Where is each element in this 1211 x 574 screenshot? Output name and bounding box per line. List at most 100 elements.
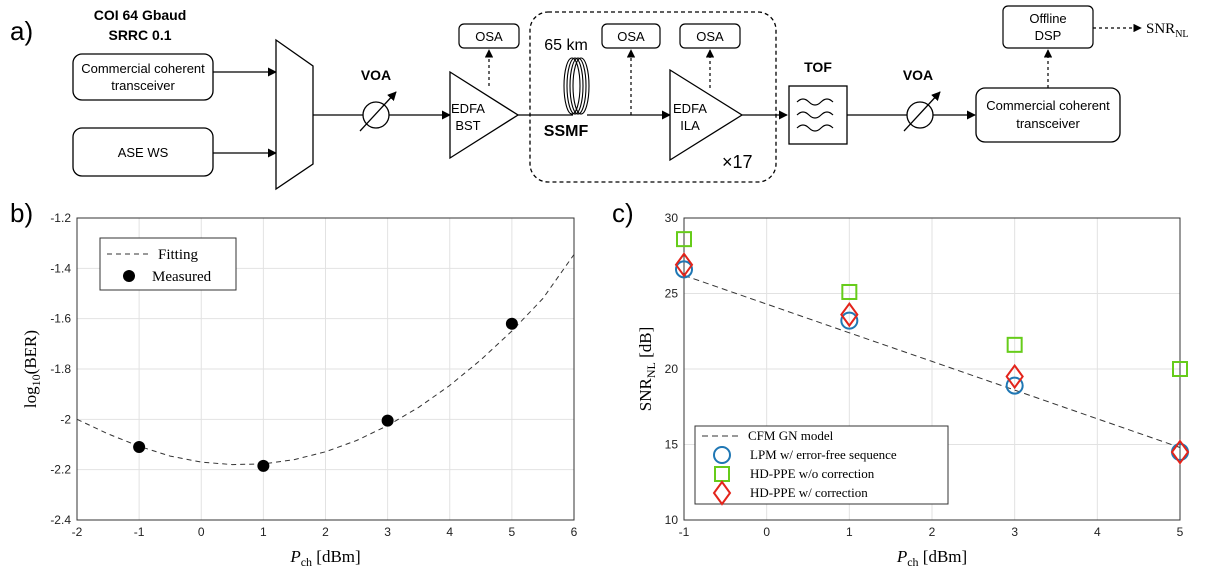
edfa-ila-label-1: EDFA xyxy=(673,101,707,116)
hdppe-corr-point xyxy=(674,252,694,278)
dsp-label-line2: DSP xyxy=(1035,28,1062,43)
measured-point xyxy=(257,459,270,472)
osa-label-2: OSA xyxy=(617,29,645,44)
measured-point xyxy=(133,441,146,454)
rx-label-line1: Commercial coherent xyxy=(986,98,1110,113)
hdppe-corr-point xyxy=(1170,439,1190,465)
snr-axes-frame xyxy=(683,217,1181,521)
ber-x-tick-label: 0 xyxy=(198,525,205,539)
legend-measured-label: Measured xyxy=(152,269,212,285)
tof-label: TOF xyxy=(804,59,832,75)
offline-dsp-box xyxy=(1002,5,1094,49)
ber-x-axis-label: Pch [dBm] xyxy=(289,547,360,569)
lpm-point xyxy=(840,311,859,330)
edfa-ila-amplifier xyxy=(669,68,744,162)
hdppe-no-corr-point xyxy=(1172,361,1188,377)
ber-y-tick-label: -2 xyxy=(60,412,71,426)
span-length-label: 65 km xyxy=(544,37,588,54)
snr-y-axis-label: SNRNL [dB] xyxy=(636,327,658,412)
panel-label-a: a) xyxy=(10,16,33,46)
ber-x-tick-label: -2 xyxy=(72,525,83,539)
snr-x-tick-label: 1 xyxy=(846,525,853,539)
osa-label-1: OSA xyxy=(475,29,503,44)
hdppe-corr-point xyxy=(1005,363,1024,390)
ase-ws-box xyxy=(72,127,214,177)
edfa-bst-amplifier xyxy=(449,70,520,160)
panel-label-c: c) xyxy=(612,198,634,228)
snr-y-tick-label: 15 xyxy=(665,438,679,452)
snr-y-tick-label: 20 xyxy=(665,362,679,376)
legend-series-label: LPM w/ error-free sequence xyxy=(750,447,897,462)
legend-fitting-label: Fitting xyxy=(158,247,199,263)
snr-x-axis-label: Pch [dBm] xyxy=(896,547,967,569)
edfa-bst-label-1: EDFA xyxy=(451,101,485,116)
setup-diagram: a) COI 64 Gbaud SRRC 0.1 Commercial cohe… xyxy=(10,5,1189,191)
ber-y-tick-label: -2.4 xyxy=(50,513,71,527)
hdppe-no-corr-point xyxy=(841,283,858,300)
legend-series-label: CFM GN model xyxy=(748,428,834,443)
hdppe-no-corr-point xyxy=(676,231,692,248)
snr-output-label: SNRNL xyxy=(1146,21,1189,40)
osa-label-3: OSA xyxy=(696,29,724,44)
legend-series-label: HD-PPE w/o correction xyxy=(750,466,875,481)
osa-box-1 xyxy=(458,23,520,49)
tof-filter-box xyxy=(788,85,848,145)
snr-x-tick-label: 0 xyxy=(763,525,770,539)
measured-point xyxy=(381,414,394,427)
lpm-point xyxy=(1005,376,1024,395)
ase-ws-label: ASE WS xyxy=(118,145,169,160)
gn-model-line xyxy=(683,274,1181,448)
ssmf-label: SSMF xyxy=(544,123,589,140)
osa-box-3 xyxy=(679,23,741,49)
snr-legend-box xyxy=(694,425,949,505)
voa2-adjust-arrow xyxy=(903,91,941,132)
ber-y-tick-label: -1.8 xyxy=(50,362,71,376)
edfa-bst-label-2: BST xyxy=(455,118,480,133)
coi-label-line2: SRRC 0.1 xyxy=(108,27,171,43)
snr-y-tick-label: 10 xyxy=(665,513,679,527)
dsp-label-line1: Offline xyxy=(1029,11,1066,26)
coi-label-line1: COI 64 Gbaud xyxy=(94,7,187,23)
voa1-label: VOA xyxy=(361,67,391,83)
voa2-label: VOA xyxy=(903,67,933,83)
ber-y-tick-label: -2.2 xyxy=(50,463,71,477)
snr-x-tick-label: 3 xyxy=(1011,525,1018,539)
ber-x-tick-label: 1 xyxy=(260,525,267,539)
ber-legend: Fitting Measured xyxy=(99,237,237,291)
ber-x-tick-label: -1 xyxy=(134,525,145,539)
ber-chart: -2 -1 0 1 2 3 4 5 6 -2.4 -2.2 -2 -1.8 -1.6 -1.4 -1.2 Fit… xyxy=(21,211,578,569)
ber-y-tick-label: -1.2 xyxy=(50,211,71,225)
measured-point xyxy=(505,317,518,330)
ber-y-tick-label: -1.6 xyxy=(50,312,71,326)
snr-x-tick-label: 2 xyxy=(929,525,936,539)
ber-legend-box xyxy=(99,237,237,291)
rx-transceiver-box xyxy=(975,87,1121,143)
ber-x-tick-label: 6 xyxy=(571,525,578,539)
snr-x-tick-label: -1 xyxy=(679,525,690,539)
ber-x-tick-label: 5 xyxy=(509,525,516,539)
ber-y-axis-label: log10(BER) xyxy=(21,330,43,408)
legend-circle-swatch xyxy=(713,446,731,464)
tx-label-line1: Commercial coherent xyxy=(81,61,205,76)
legend-diamond-swatch xyxy=(712,480,732,506)
loop-count-label: ×17 xyxy=(722,152,753,172)
recirculating-span-box xyxy=(529,11,777,183)
snr-y-tick-label: 30 xyxy=(665,211,679,225)
snr-legend: CFM GN model LPM w/ error-free sequence HD… xyxy=(694,425,949,506)
hdppe-no-corr-point xyxy=(1006,336,1023,353)
snr-x-tick-label: 5 xyxy=(1177,525,1184,539)
ber-x-tick-label: 2 xyxy=(322,525,329,539)
snr-x-tick-label: 4 xyxy=(1094,525,1101,539)
voa1-adjust-arrow xyxy=(359,91,397,132)
hdppe-corr-point xyxy=(840,301,859,328)
edfa-ila-label-2: ILA xyxy=(680,118,700,133)
ber-axes-frame xyxy=(76,217,575,521)
fitting-curve xyxy=(76,254,575,466)
osa-box-2 xyxy=(601,23,661,49)
legend-series-label: HD-PPE w/ correction xyxy=(750,485,868,500)
tx-label-line2: transceiver xyxy=(111,78,175,93)
ber-x-tick-label: 4 xyxy=(446,525,453,539)
tx-transceiver-box xyxy=(72,53,214,101)
rx-label-line2: transceiver xyxy=(1016,116,1080,131)
panel-label-b: b) xyxy=(10,198,33,228)
